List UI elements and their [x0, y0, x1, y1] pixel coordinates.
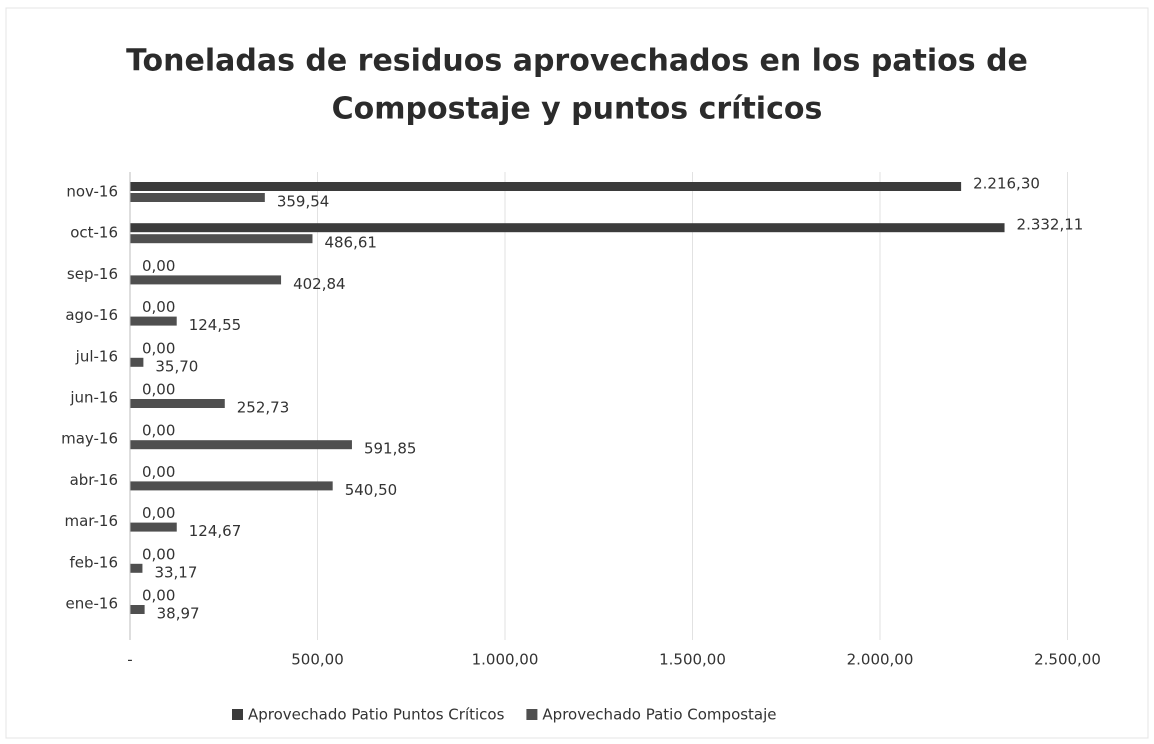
- data-label: 124,67: [189, 522, 242, 540]
- bar: [130, 234, 313, 244]
- x-tick-label: 2.000,00: [847, 651, 914, 669]
- legend-label: Aprovechado Patio Compostaje: [542, 706, 776, 724]
- legend-swatch: [526, 709, 538, 720]
- x-tick-label: 1.500,00: [659, 651, 726, 669]
- data-label: 2.216,30: [973, 175, 1040, 193]
- data-label: 252,73: [237, 399, 290, 417]
- data-label: 2.332,11: [1017, 216, 1084, 234]
- x-tick-label: 1.000,00: [472, 651, 539, 669]
- data-label: 359,54: [277, 193, 330, 211]
- bar: [130, 275, 282, 285]
- x-tick-label: -: [127, 651, 132, 669]
- bar: [130, 563, 143, 573]
- data-label: 124,55: [189, 316, 242, 334]
- bar: [130, 182, 962, 191]
- bar: [130, 357, 144, 367]
- chart-title: Compostaje y puntos críticos: [332, 92, 823, 127]
- data-label: 0,00: [142, 422, 175, 440]
- data-label: 0,00: [142, 545, 175, 563]
- data-label: 0,00: [142, 339, 175, 357]
- y-tick-label: jul-16: [75, 347, 118, 365]
- data-label: 33,17: [154, 563, 197, 581]
- data-label: 0,00: [142, 504, 175, 522]
- legend-label: Aprovechado Patio Puntos Críticos: [248, 706, 505, 724]
- x-tick-label: 500,00: [291, 651, 344, 669]
- data-label: 38,97: [157, 605, 200, 623]
- y-tick-label: abr-16: [70, 471, 118, 489]
- y-tick-label: mar-16: [64, 512, 118, 530]
- data-label: 486,61: [324, 234, 377, 252]
- bar: [130, 522, 177, 532]
- bar: [130, 440, 352, 450]
- data-label: 0,00: [142, 381, 175, 399]
- bar: [130, 223, 1005, 233]
- data-label: 591,85: [364, 440, 417, 458]
- data-label: 0,00: [142, 298, 175, 316]
- data-label: 35,70: [155, 357, 198, 375]
- x-tick-label: 2.500,00: [1034, 651, 1101, 669]
- legend-swatch: [232, 709, 243, 720]
- y-tick-label: feb-16: [69, 553, 118, 571]
- y-tick-label: sep-16: [67, 265, 118, 283]
- bar: [130, 605, 145, 614]
- y-tick-label: nov-16: [66, 183, 118, 201]
- y-tick-label: oct-16: [70, 224, 118, 242]
- data-label: 402,84: [293, 275, 346, 293]
- y-tick-label: ago-16: [65, 306, 118, 324]
- chart-frame: [5, 7, 1149, 739]
- data-label: 0,00: [142, 587, 175, 605]
- y-tick-label: ene-16: [66, 595, 118, 613]
- data-label: 540,50: [345, 481, 398, 499]
- bar: [130, 481, 333, 491]
- bar: [130, 399, 225, 408]
- chart-title: Toneladas de residuos aprovechados en lo…: [126, 44, 1028, 79]
- y-tick-label: jun-16: [69, 389, 118, 407]
- bar: [130, 193, 265, 202]
- y-tick-label: may-16: [61, 430, 118, 448]
- data-label: 0,00: [142, 463, 175, 481]
- bar: [130, 316, 177, 326]
- data-label: 0,00: [142, 257, 175, 275]
